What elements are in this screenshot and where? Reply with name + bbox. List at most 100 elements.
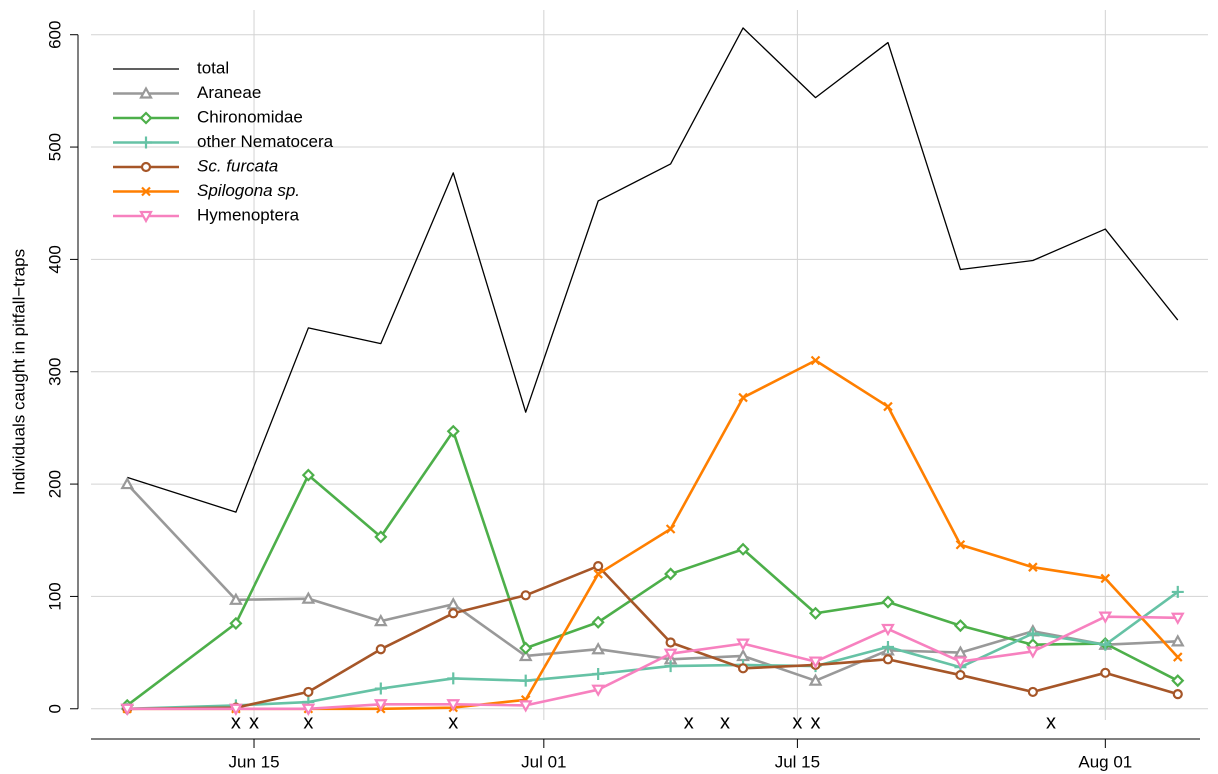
x-annotation: x [303,711,313,733]
legend-label: Hymenoptera [197,205,300,224]
marker [446,597,461,610]
marker [1026,627,1039,640]
marker [953,619,967,633]
marker [447,672,460,685]
marker [1172,652,1183,662]
marker [373,699,388,712]
marker [446,424,460,438]
marker [373,613,388,627]
marker [808,656,823,669]
legend-label: Araneae [197,83,261,102]
marker [882,654,894,665]
series-line [126,483,1178,682]
marker [1098,611,1113,624]
marker [738,392,748,403]
marker [663,648,678,661]
legend-label: total [197,58,229,77]
marker [808,673,823,686]
marker [591,615,605,629]
marker [591,641,606,655]
marker [593,560,604,572]
legend-label: Chironomidae [197,107,303,126]
y-tick-label: 500 [45,133,64,161]
marker [519,641,533,655]
marker [1027,686,1038,698]
marker [139,86,153,99]
x-annotation: x [720,711,730,733]
marker [881,623,895,637]
marker [664,567,678,581]
marker [520,590,531,601]
x-annotation: x [231,711,241,733]
y-axis-label: Individuals caught in pitfall−traps [9,249,28,495]
marker [1170,612,1185,626]
marker [881,595,895,609]
y-tick-label: 300 [45,358,64,386]
marker [953,656,968,669]
marker [591,684,606,697]
series-line [127,27,1179,513]
x-annotation: x [1046,711,1056,733]
marker [665,637,676,648]
marker [518,700,533,713]
marker [301,703,316,717]
marker [140,161,152,173]
marker [374,682,387,695]
marker [955,669,966,681]
marker [229,616,243,630]
series-line [127,615,1178,711]
marker [953,645,968,658]
marker [446,699,461,712]
marker [518,648,533,662]
x-annotation: x [811,711,821,733]
marker [374,530,388,544]
marker [1100,573,1111,584]
y-tick-label: 0 [45,704,64,713]
legend-label: Spilogona sp. [197,181,300,200]
marker [1028,562,1038,572]
y-tick-label: 600 [45,21,64,49]
marker [140,136,152,149]
marker [592,667,605,680]
x-tick-label: Aug 01 [1078,752,1132,771]
marker [881,640,894,653]
marker [736,648,750,662]
marker [1172,689,1183,700]
series-line [127,590,1179,711]
x-annotation: x [792,711,802,733]
x-annotation: x [249,711,259,733]
marker [808,606,823,620]
y-tick-label: 400 [45,245,64,273]
y-tick-label: 100 [45,582,64,610]
marker [1100,667,1111,678]
marker [1171,674,1185,688]
marker [519,674,532,687]
marker [1170,634,1185,647]
marker [375,644,386,655]
marker [1099,638,1112,651]
x-annotation: x [684,711,694,733]
marker [736,542,750,556]
marker [141,186,151,197]
marker [139,111,153,125]
marker [810,355,821,366]
legend-label: other Nematocera [197,132,334,151]
x-tick-label: Jul 15 [775,752,820,771]
x-annotation: x [448,711,458,733]
marker [139,210,153,224]
marker [883,401,893,412]
marker [737,663,749,674]
marker [303,686,314,698]
x-tick-label: Jul 01 [521,752,566,771]
marker [955,539,966,550]
marker [120,476,135,490]
y-tick-label: 200 [45,470,64,498]
marker [736,638,750,651]
marker [1026,646,1040,659]
marker [1171,585,1184,598]
marker [301,468,315,482]
legend: total Araneae Chironomidae other Nematocera… [113,58,334,224]
marker [120,703,135,717]
legend-label: Sc. furcata [197,156,278,175]
